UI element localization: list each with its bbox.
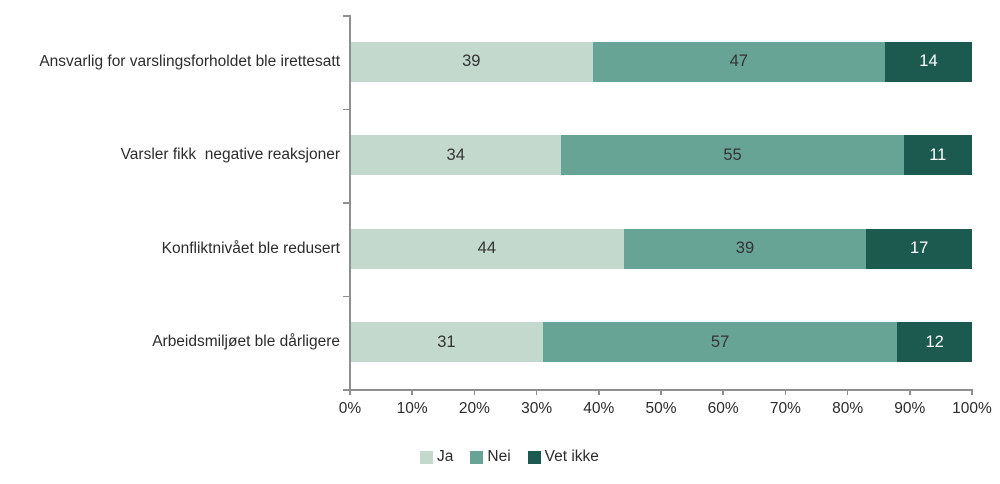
category-label: Arbeidsmiljøet ble dårligere <box>152 333 340 351</box>
segment-value: 55 <box>723 145 742 164</box>
x-axis-tick <box>411 389 413 395</box>
legend-item-ja: Ja <box>420 448 453 466</box>
segment-value: 14 <box>919 52 938 71</box>
bar-segment-ja: 31 <box>350 322 543 363</box>
bar-segment-vet-ikke: 17 <box>866 228 972 269</box>
bar-segment-nei: 39 <box>623 228 867 269</box>
segment-value: 47 <box>729 52 748 71</box>
y-axis-tick <box>343 389 349 391</box>
x-axis-tick <box>660 389 662 395</box>
bar-segment-ja: 34 <box>350 135 562 176</box>
x-axis-tick <box>909 389 911 395</box>
y-axis-tick <box>343 202 349 204</box>
y-axis-tick <box>343 15 349 17</box>
category-label: Varsler fikk negative reaksjoner <box>120 146 340 164</box>
x-axis-tick-label: 10% <box>396 400 428 417</box>
x-axis-tick-label: 60% <box>707 400 739 417</box>
x-axis-tick <box>722 389 724 395</box>
legend: Ja Nei Vet ikke <box>420 448 599 466</box>
bar-row: 39 47 14 <box>350 41 972 82</box>
category-label: Konfliktnivået ble redusert <box>161 239 340 257</box>
x-axis-tick-label: 70% <box>769 400 801 417</box>
x-axis-tick-label: 100% <box>952 400 992 417</box>
legend-label: Nei <box>487 448 511 465</box>
legend-swatch-icon <box>470 450 484 464</box>
bar-row: 31 57 12 <box>350 322 972 363</box>
segment-value: 44 <box>477 239 497 258</box>
bar-segment-ja: 44 <box>350 228 624 269</box>
segment-value: 39 <box>735 239 755 258</box>
x-axis-tick <box>846 389 849 395</box>
bar-segment-ja: 39 <box>350 41 593 82</box>
segment-value: 39 <box>462 52 481 71</box>
x-axis-tick-label: 30% <box>521 400 553 417</box>
segment-value: 31 <box>437 332 456 351</box>
x-axis-tick-label: 50% <box>645 400 677 417</box>
segment-value: 34 <box>446 145 465 164</box>
y-axis-line <box>349 15 351 390</box>
x-axis-tick <box>535 389 538 395</box>
x-axis-tick-label: 90% <box>894 400 926 417</box>
legend-swatch-icon <box>527 450 541 464</box>
bar-row: 44 39 17 <box>350 228 972 269</box>
x-axis-tick-label: 0% <box>338 400 362 417</box>
category-label: Ansvarlig for varslingsforholdet ble ire… <box>39 52 340 70</box>
x-axis-tick-label: 80% <box>832 400 864 417</box>
x-axis-tick <box>349 389 351 395</box>
segment-value: 12 <box>925 332 944 351</box>
segment-value: 57 <box>710 332 730 351</box>
segment-value: 17 <box>909 239 929 258</box>
bar-segment-vet-ikke: 11 <box>903 135 972 176</box>
bar-segment-vet-ikke: 12 <box>897 322 972 363</box>
legend-swatch-icon <box>420 450 433 464</box>
segment-value: 11 <box>929 145 947 164</box>
legend-label: Vet ikke <box>544 448 599 465</box>
y-axis-tick <box>343 108 349 110</box>
bar-segment-nei: 57 <box>542 322 898 363</box>
x-axis-tick <box>784 389 787 395</box>
x-axis-tick-label: 20% <box>458 400 490 417</box>
x-axis-tick <box>473 389 476 395</box>
legend-label: Ja <box>437 448 454 465</box>
legend-item-nei: Nei <box>470 448 511 466</box>
bar-segment-nei: 55 <box>561 135 904 176</box>
bar-segment-vet-ikke: 14 <box>884 41 972 82</box>
x-axis-tick <box>598 389 600 395</box>
x-axis-tick <box>971 389 973 395</box>
bar-row: 34 55 11 <box>350 135 972 176</box>
bar-segment-nei: 47 <box>592 41 885 82</box>
x-axis-tick-label: 40% <box>583 400 615 417</box>
y-axis-tick <box>343 295 349 297</box>
legend-item-vet-ikke: Vet ikke <box>527 448 599 466</box>
